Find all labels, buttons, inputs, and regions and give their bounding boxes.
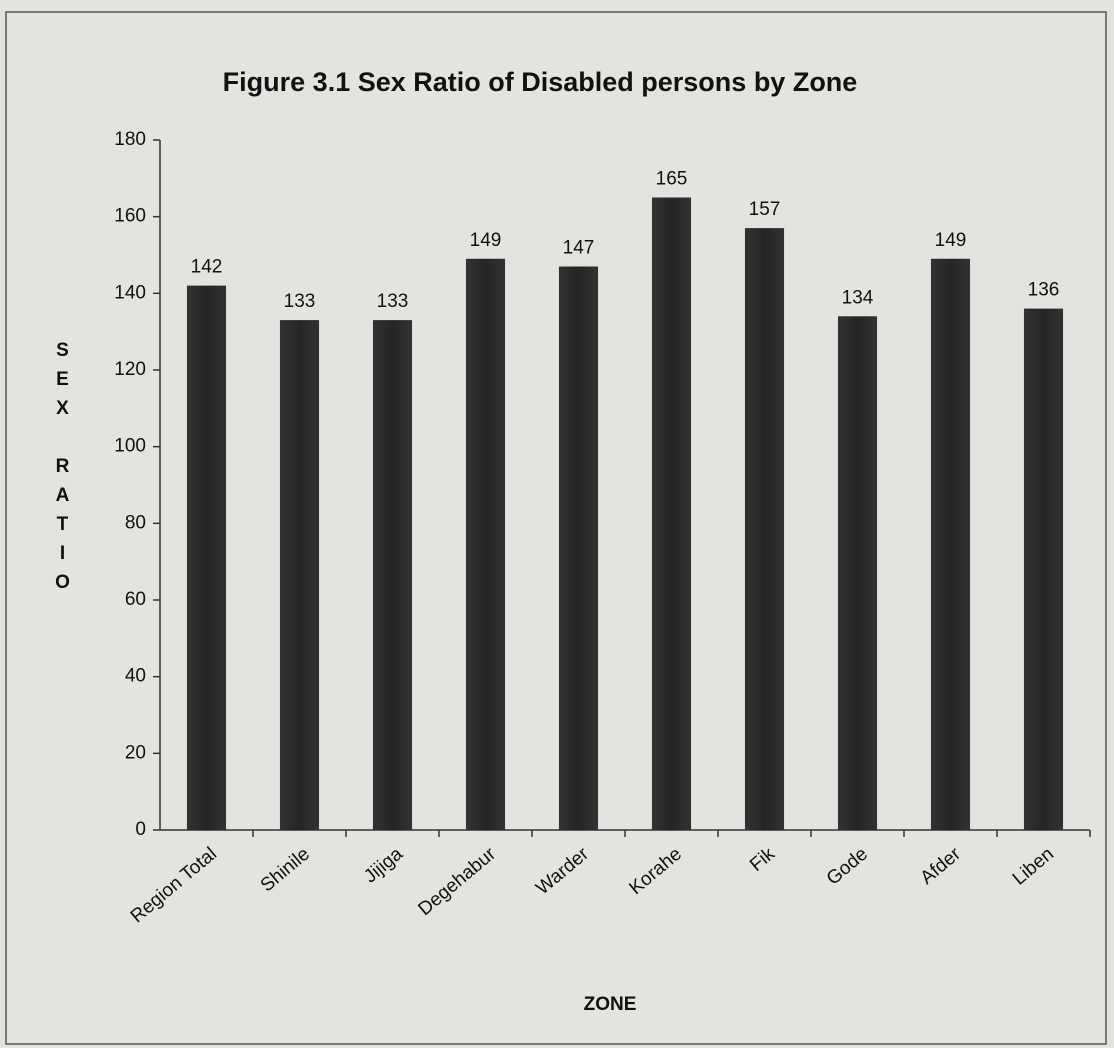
y-tick-label: 40 — [125, 666, 146, 687]
x-tick-label: Region Total — [127, 844, 221, 928]
y-tick-label: 160 — [114, 206, 146, 227]
value-label: 133 — [377, 291, 409, 312]
value-label: 134 — [842, 287, 874, 308]
y-tick-label: 0 — [135, 819, 146, 840]
bar-shade — [744, 228, 785, 830]
chart-title: Figure 3.1 Sex Ratio of Disabled persons… — [223, 67, 858, 97]
bar-shade — [837, 316, 878, 830]
value-label: 165 — [656, 169, 688, 190]
bar-shade — [186, 285, 227, 831]
bar-shade — [279, 320, 320, 830]
y-tick-label: 80 — [125, 512, 146, 533]
y-tick-label: 180 — [114, 129, 146, 150]
value-label: 157 — [749, 199, 781, 220]
y-tick-label: 140 — [114, 282, 146, 303]
x-tick-label: Shinile — [257, 844, 314, 897]
bar-shade — [1023, 308, 1064, 831]
y-tick-label: 120 — [114, 359, 146, 380]
x-tick-label: Jijiga — [360, 843, 407, 887]
x-axis-title: ZONE — [584, 994, 637, 1015]
value-label: 133 — [284, 291, 316, 312]
y-tick-label: 100 — [114, 436, 146, 457]
y-tick-label: 60 — [125, 589, 146, 610]
x-tick-label: Degehabur — [414, 843, 500, 920]
bar-shade — [465, 258, 506, 830]
bar-shade — [930, 258, 971, 830]
bar-shade — [372, 320, 413, 830]
x-tick-label: Fik — [746, 843, 779, 876]
y-tick-label: 20 — [125, 742, 146, 763]
value-label: 149 — [470, 230, 502, 251]
value-label: 142 — [191, 257, 223, 278]
value-label: 136 — [1028, 280, 1060, 301]
bar-shade — [651, 197, 692, 830]
x-tick-label: Liben — [1009, 844, 1058, 890]
x-tick-label: Warder — [532, 843, 593, 899]
value-label: 149 — [935, 230, 967, 251]
chart-border — [5, 11, 1107, 1045]
y-axis-title: SEX RATIO — [52, 340, 73, 601]
bar-shade — [558, 266, 599, 830]
x-tick-label: Afder — [917, 843, 966, 889]
value-label: 147 — [563, 238, 595, 259]
x-tick-label: Korahe — [625, 844, 685, 899]
x-tick-label: Gode — [823, 844, 872, 890]
